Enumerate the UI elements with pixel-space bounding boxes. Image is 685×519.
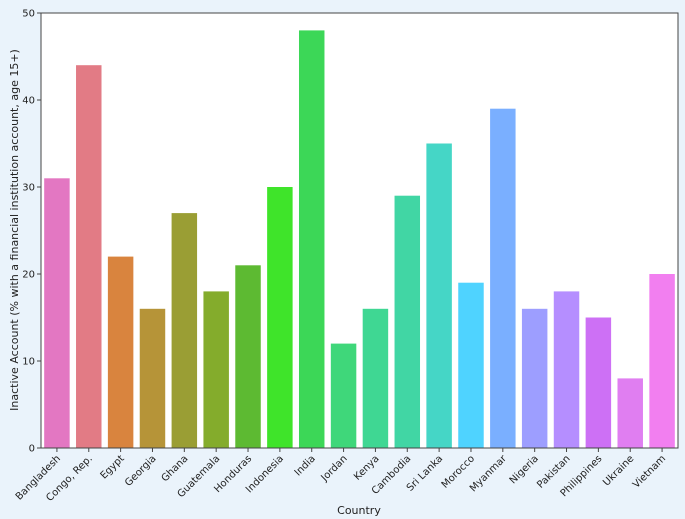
x-tick-label: Vietnam: [631, 453, 668, 490]
x-tick-label: Jordan: [319, 453, 350, 484]
plot-frame: [40, 12, 679, 449]
bar-cambodia: [394, 195, 421, 448]
x-axis-label: Country: [337, 504, 381, 517]
bar-philippines: [585, 317, 612, 448]
bar-egypt: [107, 256, 134, 448]
y-tick-label: 0: [29, 444, 35, 455]
y-tick-label: 30: [22, 183, 35, 194]
bars-group: [44, 30, 675, 449]
bar-india: [298, 30, 325, 449]
bar-nigeria: [521, 308, 548, 448]
y-axis-label: Inactive Account (% with a financial ins…: [8, 49, 21, 411]
bar-honduras: [235, 265, 261, 448]
bar-vietnam: [649, 274, 675, 448]
bar-sri-lanka: [426, 143, 452, 448]
y-tick-label: 10: [22, 357, 35, 368]
y-tick-label: 20: [22, 270, 35, 281]
bar-congo-rep: [76, 65, 102, 448]
y-tick-label: 40: [22, 96, 35, 107]
bar-jordan: [330, 343, 357, 448]
bar-ghana: [171, 213, 198, 448]
bar-myanmar: [490, 108, 516, 448]
bar-kenya: [362, 308, 389, 448]
x-tick-label: Georgia: [123, 453, 159, 489]
bar-morocco: [458, 282, 484, 448]
y-tick-label: 50: [22, 9, 35, 20]
bar-ukraine: [617, 378, 643, 448]
bar-georgia: [139, 308, 166, 448]
x-tick-label: Kenya: [352, 453, 381, 482]
x-tick-label: Egypt: [99, 453, 127, 481]
bar-pakistan: [553, 291, 580, 448]
plot-background: [41, 13, 678, 448]
x-tick-label: Ghana: [160, 453, 191, 484]
bar-indonesia: [267, 187, 293, 448]
y-axis-ticks: 0 10 20 30 40 50: [22, 9, 41, 455]
bar-guatemala: [203, 291, 229, 448]
x-tick-label: India: [293, 453, 318, 478]
bar-bangladesh: [44, 178, 70, 449]
